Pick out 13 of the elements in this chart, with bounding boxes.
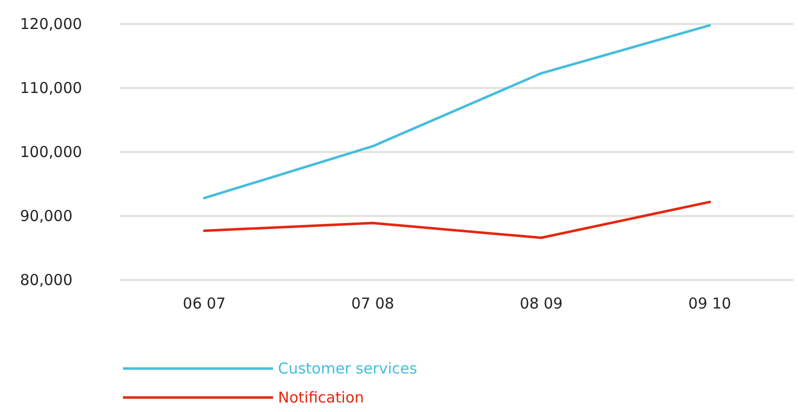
y-tick-label: 110,000 [20,79,82,97]
text: Notification [278,388,364,406]
x-tick-label: 09 10 [688,294,732,312]
y-tick-label: 120,000 [20,15,82,33]
line-series [203,24,711,200]
y-tick-label: 90,000 [20,207,72,225]
x-tick-label: 06 07 [182,294,226,312]
y-tick-label: 80,000 [20,271,72,289]
x-tick-label: 08 09 [520,294,563,312]
line-series [203,200,711,240]
text: Customer services [278,360,418,378]
x-tick-label: 07 08 [351,294,394,312]
y-tick-label: 100,000 [20,143,82,161]
